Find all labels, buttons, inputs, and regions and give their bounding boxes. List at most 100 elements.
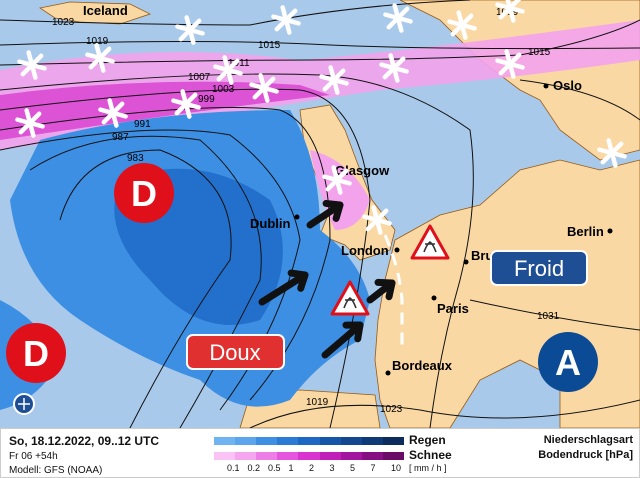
isobars: [0, 0, 640, 428]
color-swatch: [235, 437, 257, 445]
front-line: [383, 234, 404, 345]
svg-text:Froid: Froid: [514, 256, 564, 281]
city-label-dublin: Dublin: [250, 216, 290, 231]
snowflake-icon: [383, 3, 413, 33]
rain-label: Regen: [409, 433, 446, 447]
color-swatch: [319, 437, 341, 445]
scale-tick: 0.1: [227, 463, 240, 473]
legend-title-pressure: Bodendruck [hPa]: [538, 449, 633, 461]
legend-title-type: Niederschlagsart: [543, 434, 633, 446]
logo-icon: [13, 393, 35, 415]
unit-label: [ mm / h ]: [409, 463, 447, 473]
wind-arrow-icon: [306, 199, 344, 229]
snowflake-icon: [362, 205, 392, 235]
color-swatch: [256, 452, 278, 460]
rain-color-scale: [214, 437, 404, 445]
scale-tick: 0.5: [268, 463, 281, 473]
scale-tick: 0.2: [247, 463, 261, 473]
isobar-label: 999: [198, 94, 215, 105]
warm-airmass-label: Doux: [186, 334, 285, 370]
isobar-label: 1003: [212, 84, 235, 95]
isobar-label: 1023: [52, 17, 75, 28]
color-swatch: [235, 452, 257, 460]
isobar-label: 1019: [306, 397, 329, 408]
warning-slippery-road-icon: [410, 224, 450, 260]
isobar-label: 1019: [86, 36, 109, 47]
wind-arrow-icon: [258, 269, 309, 306]
scale-tick: 2: [309, 463, 315, 473]
city-label-iceland: Iceland: [83, 3, 128, 18]
wind-arrow-icon: [321, 321, 364, 359]
isobar-label: 987: [112, 132, 129, 143]
snowflake-icon: [15, 108, 45, 138]
wind-arrow-icon: [366, 278, 396, 304]
isobar-label: 1011: [228, 58, 250, 69]
isobar-label: 1015: [258, 40, 281, 51]
snowflake-icon: [175, 15, 205, 45]
isobar-label: 991: [134, 119, 151, 130]
warning-slippery-road-icon: [330, 280, 370, 316]
svg-text:D: D: [131, 173, 157, 214]
isobar-labels: 1023 1019 1015 1011 1007 1003 999 991 98…: [52, 7, 560, 415]
color-swatch: [340, 437, 362, 445]
forecast-datetime: So, 18.12.2022, 09..12 UTC: [9, 434, 160, 448]
city-label-bordeaux: Bordeaux: [392, 358, 453, 373]
isobar-label: 1031: [537, 311, 560, 322]
snowflake-icon: [319, 65, 349, 95]
scale-tick: 5: [350, 463, 356, 473]
color-swatch: [298, 437, 320, 445]
snowflake-icon: [213, 55, 243, 85]
svg-text:A: A: [555, 342, 581, 383]
city-label-paris: Paris: [437, 301, 469, 316]
snowflakes: [15, 0, 627, 235]
scale-tick: 10: [391, 463, 402, 473]
scale-tick: 3: [329, 463, 335, 473]
weather-map: 1023 1019 1015 1011 1007 1003 999 991 98…: [0, 0, 640, 428]
isobar-label: 983: [127, 153, 144, 164]
color-swatch: [382, 452, 404, 460]
isobar-label: 1023: [380, 404, 403, 415]
snowflake-icon: [171, 89, 201, 119]
color-swatch: [214, 437, 236, 445]
city-label-glasgow: Glasgow: [335, 163, 390, 178]
svg-text:Doux: Doux: [209, 340, 260, 365]
scale-tick: 1: [288, 463, 294, 473]
city-label-berlin: Berlin: [567, 224, 604, 239]
color-swatch: [340, 452, 362, 460]
isobar-label: 1015: [528, 47, 551, 58]
isobar-label: 1007: [188, 72, 211, 83]
snowflake-icon: [447, 10, 477, 40]
snow-label: Schnee: [409, 448, 452, 462]
color-swatch: [298, 452, 320, 460]
color-swatch: [382, 437, 404, 445]
color-swatch: [277, 437, 299, 445]
snowflake-icon: [495, 0, 525, 23]
snowflake-icon: [597, 138, 627, 168]
low-pressure-icon: D: [6, 323, 66, 383]
snowflake-icon: [249, 73, 279, 103]
wind-arrows: [258, 199, 396, 359]
color-swatch: [361, 437, 383, 445]
snowflake-icon: [495, 49, 525, 79]
high-pressure-icon: A: [538, 332, 598, 392]
snowflake-icon: [85, 43, 115, 73]
snowflake-icon: [322, 165, 352, 195]
city-label-oslo: Oslo: [553, 78, 582, 93]
color-swatch: [256, 437, 278, 445]
model-name: Modell: GFS (NOAA): [9, 465, 103, 476]
svg-text:D: D: [23, 333, 49, 374]
forecast-run: Fr 06 +54h: [9, 451, 58, 462]
cold-airmass-label: Froid: [490, 250, 588, 286]
low-pressure-icon: D: [114, 163, 174, 223]
snowflake-icon: [98, 98, 128, 128]
color-swatch: [277, 452, 299, 460]
snow-color-scale: [214, 452, 404, 460]
snowflake-icon: [271, 5, 301, 35]
color-swatch: [361, 452, 383, 460]
legend-footer: So, 18.12.2022, 09..12 UTC Fr 06 +54h Mo…: [0, 428, 640, 478]
color-swatch: [319, 452, 341, 460]
snowflake-icon: [379, 53, 409, 83]
snowflake-icon: [17, 50, 47, 80]
city-label-london: London: [341, 243, 389, 258]
scale-tick: 7: [370, 463, 376, 473]
